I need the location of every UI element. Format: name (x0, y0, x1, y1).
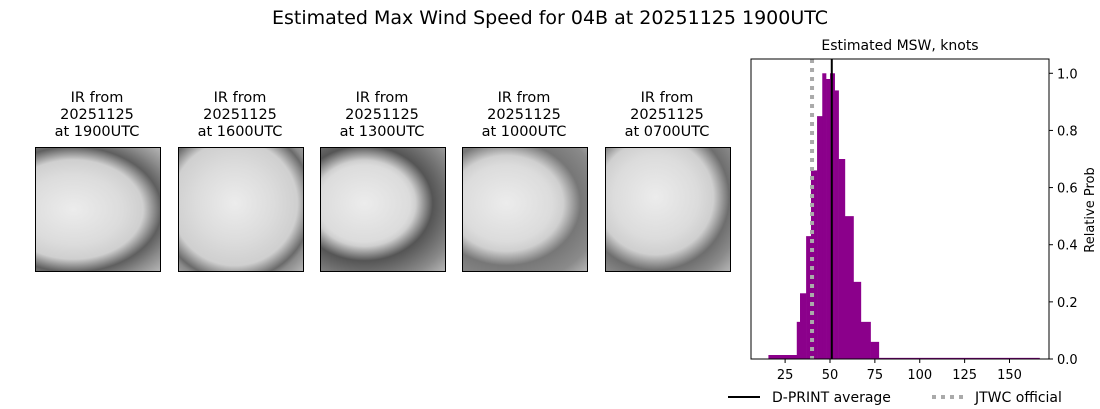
x-tick-label: 150 (997, 368, 1022, 383)
ir-satellite-image (462, 147, 588, 272)
ir-panel-label: IR from (213, 90, 267, 106)
ir-panel-label: IR from (640, 90, 694, 106)
histogram-bar (806, 236, 812, 359)
figure-title: Estimated Max Wind Speed for 04B at 2025… (271, 7, 829, 29)
x-tick-label: 75 (867, 368, 884, 383)
axes-frame (750, 58, 1050, 360)
histogram-bar (768, 355, 798, 359)
histogram-bar (870, 341, 880, 359)
histogram-bar (822, 73, 827, 360)
ir-satellite-image (35, 147, 161, 272)
x-tick-label: 100 (907, 368, 932, 383)
y-tick-label: 0.6 (1057, 182, 1078, 197)
histogram-bar (860, 321, 871, 359)
y-tick-label: 1.0 (1057, 67, 1078, 82)
legend-jtwc-label: JTWC official (974, 390, 1062, 406)
ir-panel-label: at 1900UTC (54, 124, 140, 140)
histogram-bar (853, 281, 862, 359)
ir-panel-label: 20251125 (345, 107, 419, 123)
chart-title: Estimated MSW, knots (821, 38, 978, 54)
histogram-bar (834, 90, 839, 359)
histogram-bar (878, 357, 1040, 359)
x-tick-label: 25 (777, 368, 794, 383)
histogram-bar (826, 79, 831, 359)
ir-satellite-image (605, 147, 731, 272)
ir-panel-label: at 0700UTC (624, 124, 710, 140)
histogram-bar (838, 159, 846, 359)
ir-panel-label: IR from (355, 90, 409, 106)
histogram-bar (796, 321, 801, 359)
ir-panel-label: 20251125 (203, 107, 277, 123)
ir-panel-label: at 1000UTC (481, 124, 567, 140)
ir-panel-label: 20251125 (630, 107, 704, 123)
ir-panel-label: at 1300UTC (339, 124, 425, 140)
y-tick-label: 0.2 (1057, 296, 1078, 311)
ir-panel-label: IR from (70, 90, 124, 106)
histogram-bar (844, 216, 854, 359)
histogram-bar (810, 170, 818, 359)
ir-panel-label: 20251125 (60, 107, 134, 123)
ir-panel-label: IR from (497, 90, 551, 106)
x-tick-label: 125 (952, 368, 977, 383)
ir-panel-label: 20251125 (487, 107, 561, 123)
y-tick-label: 0.0 (1057, 353, 1078, 368)
legend-dprint-label: D-PRINT average (772, 390, 891, 406)
ir-satellite-image (320, 147, 446, 272)
histogram-bar (817, 116, 823, 360)
y-tick-label: 0.8 (1057, 124, 1078, 139)
y-axis-label: Relative Prob (1083, 167, 1098, 252)
x-tick-label: 50 (822, 368, 839, 383)
y-tick-label: 0.4 (1057, 239, 1078, 254)
histogram-bar (800, 293, 807, 359)
ir-panel-label: at 1600UTC (197, 124, 283, 140)
ir-satellite-image (178, 147, 304, 272)
